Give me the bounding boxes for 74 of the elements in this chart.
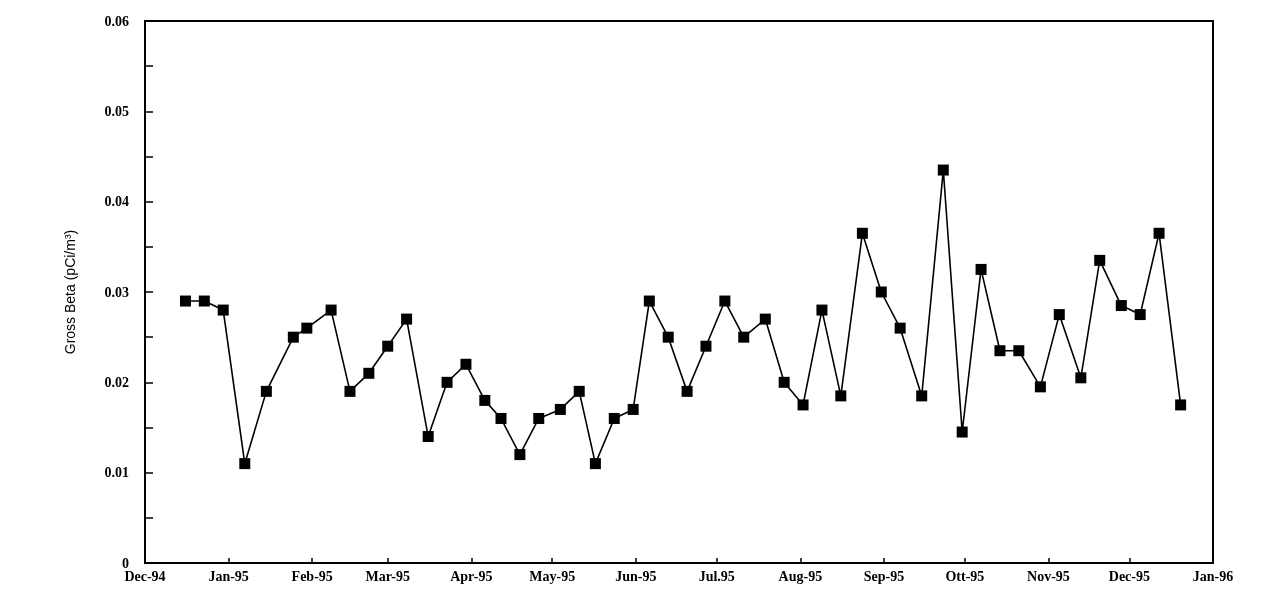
point [627, 403, 639, 415]
y-tick-label: 0.03 [104, 284, 129, 300]
point [956, 426, 968, 438]
y-tick-label: 0.04 [104, 194, 129, 210]
point [239, 458, 251, 470]
point [301, 322, 313, 334]
x-tick-label: Dec-94 [124, 568, 166, 584]
point [1053, 309, 1065, 321]
point [856, 227, 868, 239]
point [835, 390, 847, 402]
point [700, 340, 712, 352]
point [422, 431, 434, 443]
point [662, 331, 674, 343]
x-tick-label: Dec-95 [1108, 568, 1150, 584]
point [1134, 309, 1146, 321]
point [1034, 381, 1046, 393]
point [589, 458, 601, 470]
point [608, 412, 620, 424]
point [514, 449, 526, 461]
x-tick-label: Nov-95 [1027, 568, 1070, 584]
point [217, 304, 229, 316]
point [916, 390, 928, 402]
point [287, 331, 299, 343]
y-tick-label: 0.05 [104, 103, 129, 119]
point [441, 376, 453, 388]
point [554, 403, 566, 415]
point [401, 313, 413, 325]
point [1153, 227, 1165, 239]
point [260, 385, 272, 397]
point [198, 295, 210, 307]
x-tick-label: Mar-95 [365, 568, 411, 584]
x-tick-label: Sep-95 [863, 568, 905, 584]
point [1075, 372, 1087, 384]
point [1115, 300, 1127, 312]
point [1094, 254, 1106, 266]
point [681, 385, 693, 397]
point [894, 322, 906, 334]
point [937, 164, 949, 176]
x-tick-label: Apr-95 [450, 568, 493, 584]
point [179, 295, 191, 307]
point [759, 313, 771, 325]
point [797, 399, 809, 411]
y-tick-label: 0.01 [104, 465, 129, 481]
x-tick-label: Ott-95 [945, 568, 985, 584]
y-tick-label: 0.02 [104, 374, 129, 390]
point [643, 295, 655, 307]
point [1175, 399, 1187, 411]
point [994, 345, 1006, 357]
point [875, 286, 887, 298]
y-tick-label: 0 [122, 555, 129, 571]
x-tick-label: Jan-95 [208, 568, 249, 584]
x-tick-label: May-95 [529, 568, 576, 584]
y-axis-title: Gross Beta (pCi/m³) [62, 229, 78, 355]
point [479, 394, 491, 406]
point [382, 340, 394, 352]
x-tick-label: Aug-95 [778, 568, 823, 584]
point [778, 376, 790, 388]
point [344, 385, 356, 397]
point [738, 331, 750, 343]
point [975, 263, 987, 275]
x-tick-label: Feb-95 [291, 568, 333, 584]
point [533, 412, 545, 424]
x-tick-label: Jul.95 [698, 568, 735, 584]
point [363, 367, 375, 379]
point [460, 358, 472, 370]
point [573, 385, 585, 397]
point [816, 304, 828, 316]
point [1013, 345, 1025, 357]
point [719, 295, 731, 307]
point [325, 304, 337, 316]
y-tick-label: 0.06 [104, 13, 129, 29]
x-tick-label: Jan-96 [1192, 568, 1234, 584]
point [495, 412, 507, 424]
x-tick-label: Jun-95 [615, 568, 657, 584]
